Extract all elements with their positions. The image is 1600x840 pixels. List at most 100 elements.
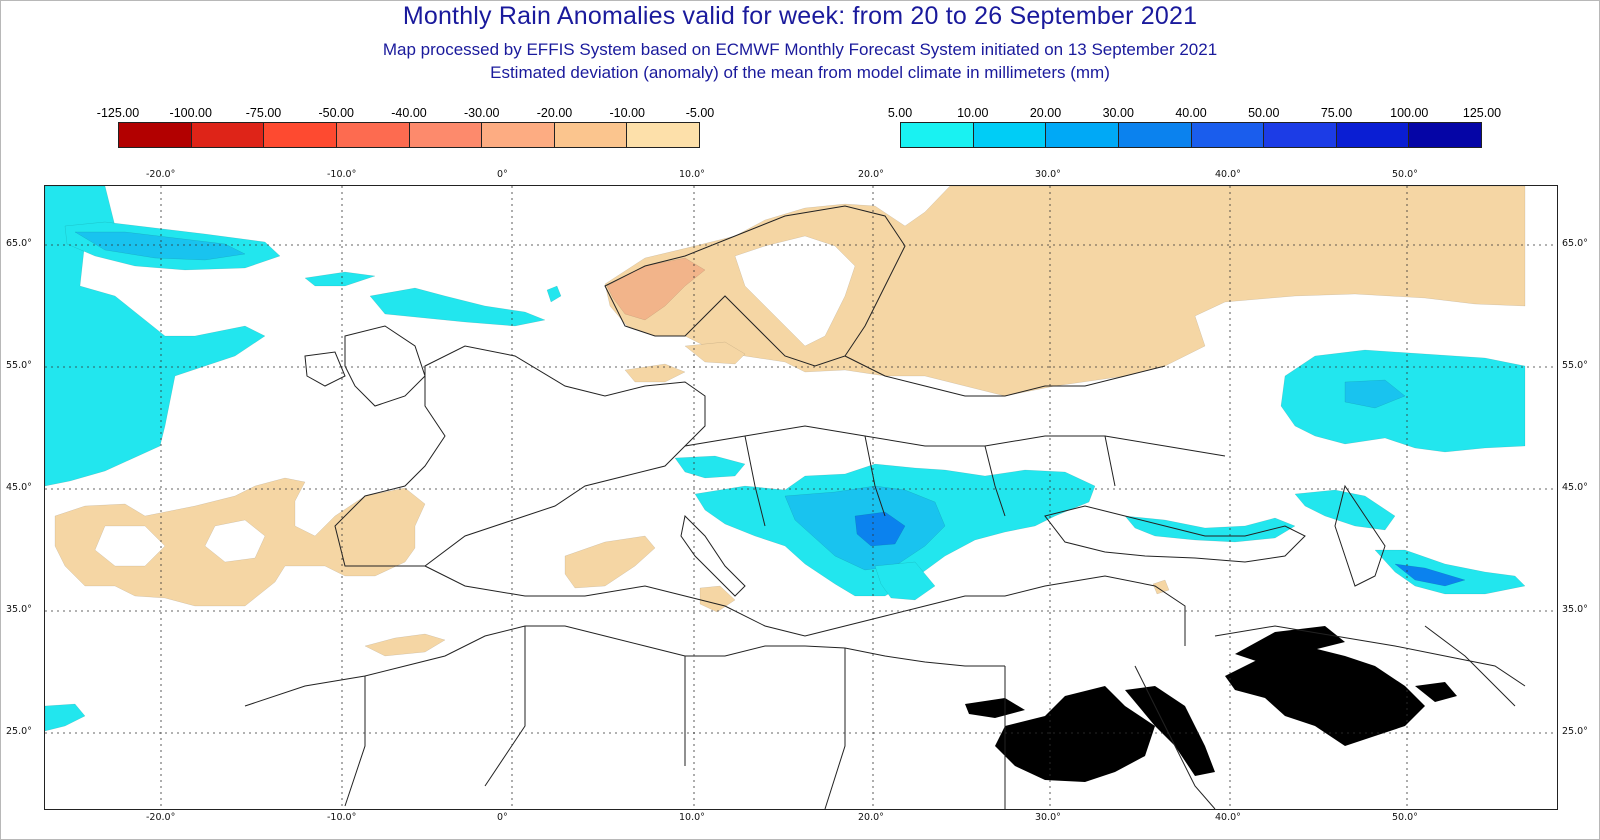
coast-uk-ireland [304, 325, 426, 407]
anomaly-map [44, 185, 1558, 810]
lon-tick-top: -20.0° [146, 169, 176, 180]
dry-area-norway-strong [606, 257, 706, 321]
dry-area-morocco-med [564, 535, 656, 589]
legend_positive-label: 10.00 [957, 106, 989, 120]
legend_negative-swatch [119, 123, 192, 147]
lon-tick-bottom: 50.0° [1392, 812, 1418, 823]
map-title: Monthly Rain Anomalies valid for week: f… [402, 2, 1198, 30]
mask-area-arabia [1225, 646, 1425, 746]
legend_positive-swatch [1118, 123, 1192, 147]
lon-tick-bottom: 20.0° [858, 812, 884, 823]
legend-negative-bar [118, 122, 700, 148]
legend_negative-label: -10.00 [609, 106, 645, 120]
wet-area-russia-east-core [1344, 379, 1406, 409]
anomaly-fields [45, 186, 1526, 782]
wet-area-iran-core [1394, 563, 1466, 587]
wet-free-gap-sweden [734, 235, 856, 347]
white-gap-atlantic [94, 525, 166, 567]
coast-mediterranean [424, 565, 1186, 646]
legend_positive-label: 40.00 [1175, 106, 1207, 120]
lon-tick-top: -10.0° [327, 169, 357, 180]
legend_positive-label: 30.00 [1102, 106, 1134, 120]
wet-area-greece [874, 561, 936, 601]
legend_positive-label: 75.00 [1320, 106, 1353, 120]
coast-red-sea [1134, 665, 1216, 809]
wet-area-black-sea [1124, 515, 1296, 543]
map-subtitle-processing: Map processed by EFFIS System based on E… [382, 40, 1218, 59]
mask-area-red-sea [1125, 686, 1215, 776]
dry-area-north-sea [684, 341, 746, 365]
legend_negative-swatch [482, 123, 555, 147]
coast-baltic [844, 355, 1166, 397]
legend_positive-swatch [1046, 123, 1119, 147]
border-europe-1 [684, 425, 1226, 457]
lon-tick-bottom: 0° [497, 812, 508, 823]
lat-tick-right: 35.0° [1562, 604, 1588, 615]
coast-arabia [1214, 625, 1526, 687]
lat-tick-left: 55.0° [6, 360, 32, 371]
legend_negative-label: -50.00 [318, 106, 354, 120]
legend-positive-labels: 5.00 10.00 20.00 30.00 40.00 50.00 75.00 100.00… [888, 106, 1501, 122]
legend_positive-label: 50.00 [1248, 106, 1280, 120]
lon-tick-bottom: 30.0° [1035, 812, 1061, 823]
lon-tick-bottom: 10.0° [679, 812, 705, 823]
legend_positive-label: 20.00 [1029, 106, 1062, 120]
wet-area-ireland-patch [304, 271, 376, 287]
wet-area-iran [1374, 549, 1526, 595]
border-europe-2 [744, 435, 1116, 527]
lon-tick-bottom: 40.0° [1215, 812, 1241, 823]
legend-negative: -125.00 -100.00 -75.00 -50.00 -40.00 -30.00 -2… [97, 106, 714, 148]
wet-area-caucasus [1294, 489, 1396, 531]
legend_positive-swatch [1409, 123, 1481, 147]
white-gap-atlantic-2 [204, 519, 266, 563]
legend_negative-swatch [191, 123, 265, 147]
wet-area-west-africa [45, 703, 86, 732]
map-subtitle-units: Estimated deviation (anomaly) of the mea… [490, 63, 1110, 82]
legend_positive-swatch [1191, 123, 1265, 147]
coast-gulf [1424, 625, 1516, 707]
lon-tick-top: 10.0° [679, 169, 705, 180]
wet-area-iceland-core [74, 231, 246, 261]
legend_negative-swatch [336, 123, 410, 147]
legend_negative-label: -100.00 [169, 106, 212, 120]
legend-negative-labels: -125.00 -100.00 -75.00 -50.00 -40.00 -30.00 -2… [97, 106, 714, 122]
lon-tick-top: 30.0° [1035, 169, 1061, 180]
lat-tick-left: 35.0° [6, 604, 32, 615]
legend_negative-label: -20.00 [536, 106, 573, 120]
legend_negative-label: -125.00 [96, 106, 140, 120]
lon-tick-top: 0° [497, 169, 508, 180]
legend_negative-swatch [627, 123, 699, 147]
lat-tick-left: 25.0° [6, 726, 32, 737]
legend_positive-label: 100.00 [1390, 106, 1429, 120]
lon-tick-top: 20.0° [858, 169, 884, 180]
lat-tick-left: 45.0° [6, 482, 32, 493]
wet-area-north-atlantic [369, 287, 546, 327]
legend_negative-label: -75.00 [245, 106, 282, 120]
wet-area-norway-sea [546, 285, 562, 303]
lon-tick-top: 40.0° [1215, 169, 1241, 180]
mask-area-libya-patch [965, 698, 1025, 718]
legend_negative-label: -5.00 [685, 106, 715, 120]
dry-area-denmark-uk [624, 363, 686, 383]
legend_positive-swatch [1264, 123, 1337, 147]
wet-area-balkans-deep [854, 511, 906, 547]
legend_negative-swatch [409, 123, 483, 147]
lat-tick-right: 55.0° [1562, 360, 1588, 371]
legend_negative-label: -30.00 [464, 106, 500, 120]
wet-area-italy [674, 455, 746, 479]
lat-tick-right: 65.0° [1562, 238, 1588, 249]
legend_positive-label: 125.00 [1462, 106, 1502, 120]
legend_positive-label: 5.00 [887, 106, 913, 120]
dry-area-scandinavia-russia [604, 186, 1526, 397]
coast-black-sea [1044, 505, 1306, 563]
coast-europe-west [334, 345, 706, 567]
dry-area-algeria [364, 633, 446, 657]
border-africa-north [244, 625, 1005, 707]
dry-area-italy-coast [1152, 579, 1170, 595]
lon-tick-bottom: -10.0° [327, 812, 357, 823]
lat-tick-right: 45.0° [1562, 482, 1588, 493]
mask-area-arabia-north [1235, 626, 1345, 664]
coast-caspian [1334, 484, 1386, 587]
lat-lon-grid [45, 186, 1557, 809]
lat-tick-left: 65.0° [6, 238, 32, 249]
